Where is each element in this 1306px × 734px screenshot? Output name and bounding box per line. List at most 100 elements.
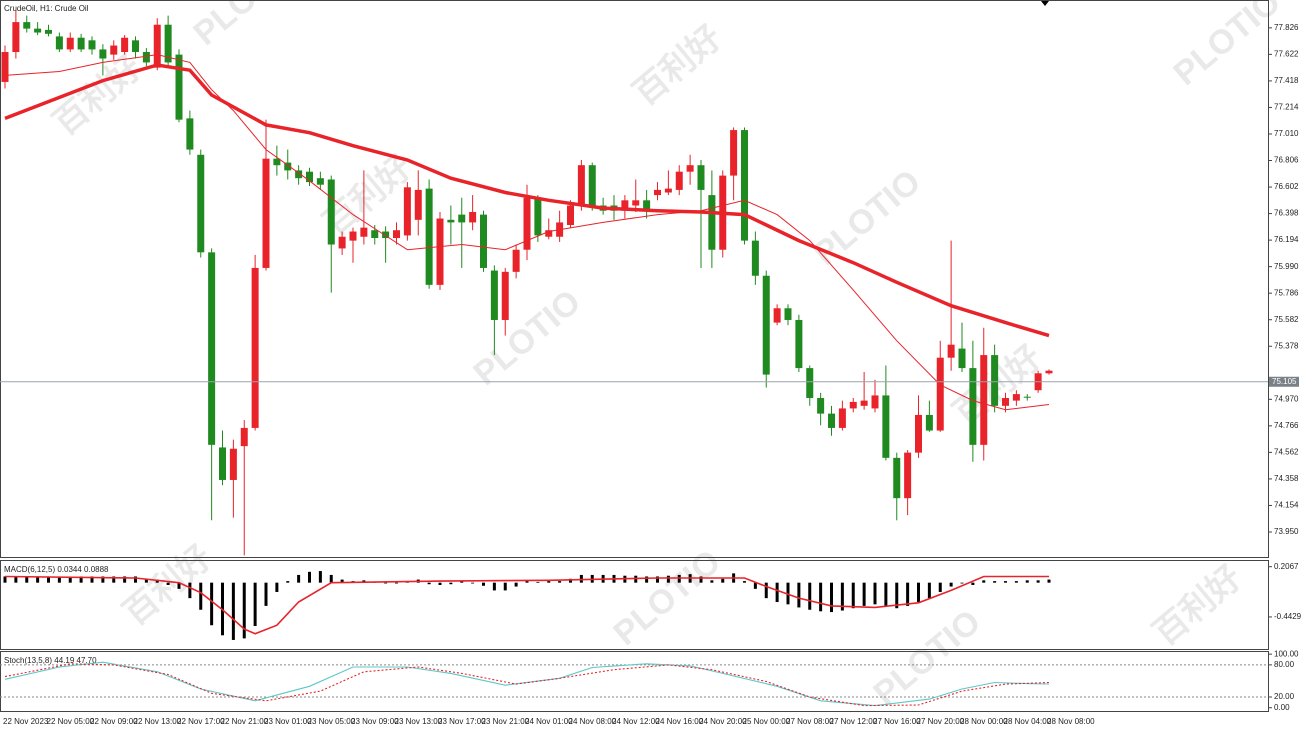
- macd-bar: [57, 576, 61, 583]
- macd-bar: [1025, 580, 1029, 583]
- macd-bar: [536, 581, 540, 583]
- macd-bar: [286, 581, 290, 583]
- candle-body: [382, 231, 390, 239]
- x-tick-label: 24 Nov 08:00: [569, 717, 617, 726]
- x-tick-label: 23 Nov 17:00: [438, 717, 486, 726]
- x-tick-label: 23 Nov 01:00: [264, 717, 312, 726]
- candle-body: [904, 452, 912, 499]
- candle-body: [327, 179, 335, 245]
- macd-bar: [242, 582, 246, 639]
- candle-body: [915, 414, 922, 453]
- indicator-line: [4, 575, 1049, 635]
- macd-bar: [253, 582, 257, 627]
- macd-bar: [656, 576, 659, 583]
- macd-bar: [275, 582, 279, 592]
- candle-body: [208, 252, 216, 445]
- candle-body: [654, 189, 661, 196]
- candle-body: [240, 427, 248, 447]
- macd-bar: [144, 578, 148, 583]
- macd-bar: [906, 582, 910, 606]
- macd-bar: [427, 582, 431, 585]
- macd-bar: [873, 582, 877, 605]
- x-tick-label: 24 Nov 16:00: [656, 717, 704, 726]
- macd-bar: [960, 582, 964, 584]
- candle-body: [947, 344, 955, 358]
- candle-body: [66, 37, 74, 50]
- y-tick-label: 77.622: [1274, 49, 1299, 58]
- candle-body: [762, 275, 770, 375]
- x-tick-label: 25 Nov 00:00: [743, 717, 791, 726]
- candle-body: [414, 189, 422, 220]
- y-tick-label: 74.766: [1274, 421, 1299, 430]
- macd-bar: [340, 579, 344, 583]
- candle-body: [197, 154, 205, 253]
- macd-bar: [47, 576, 50, 583]
- macd-bar: [482, 582, 485, 586]
- x-tick-label: 28 Nov 04:00: [1004, 717, 1052, 726]
- stoch-panel: [0, 651, 1269, 712]
- candle-body: [1023, 396, 1031, 398]
- candle-body: [795, 319, 803, 369]
- candle-body: [121, 37, 129, 53]
- macd-bar: [645, 576, 649, 583]
- x-tick-label: 23 Nov 09:00: [351, 717, 399, 726]
- macd-bar: [514, 582, 518, 587]
- panel-title: Stoch(13,5,8) 44.19 47.70: [4, 656, 97, 665]
- macd-bar: [699, 576, 703, 583]
- macd-bar: [743, 581, 746, 583]
- y-tick-label: 77.418: [1274, 76, 1299, 85]
- candle-body: [262, 158, 270, 268]
- candle-body: [501, 271, 509, 320]
- macd-bar: [1004, 581, 1007, 583]
- macd-bar: [851, 582, 855, 609]
- indicator-line: [4, 663, 1050, 707]
- candle-body: [817, 398, 825, 414]
- y-tick-label: 76.398: [1274, 209, 1299, 218]
- macd-bar: [384, 582, 388, 584]
- macd-bar: [210, 582, 214, 626]
- indicator-line: [4, 54, 1050, 411]
- macd-bar: [993, 581, 997, 583]
- macd-bar: [547, 581, 551, 583]
- candle-body: [730, 130, 738, 176]
- macd-bar: [79, 576, 83, 583]
- candle-body: [991, 355, 999, 406]
- candle-body: [1045, 370, 1053, 374]
- candle-body: [425, 188, 433, 285]
- candle-body: [545, 230, 553, 237]
- macd-panel: [0, 560, 1269, 650]
- macd-bar: [753, 582, 757, 589]
- candle-body: [99, 49, 107, 59]
- candle-body: [893, 457, 901, 499]
- x-tick-label: 22 Nov 13:00: [134, 717, 182, 726]
- macd-bar: [971, 582, 975, 585]
- candle-body: [686, 165, 694, 172]
- candle-body: [273, 158, 281, 166]
- candle-body: [142, 52, 150, 63]
- candle-body: [284, 162, 292, 171]
- macd-bar: [830, 582, 833, 613]
- x-tick-label: 22 Nov 17:00: [177, 717, 225, 726]
- candle-body: [132, 40, 139, 53]
- shift-marker: [1041, 1, 1049, 6]
- x-tick-label: 23 Nov 05:00: [308, 717, 356, 726]
- macd-bar: [862, 582, 866, 606]
- y-tick-label: 0.00: [1274, 703, 1290, 712]
- macd-bar: [112, 576, 116, 583]
- y-tick-label: 75.990: [1274, 262, 1299, 271]
- candle-body: [643, 200, 651, 211]
- indicator-line: [4, 661, 1050, 707]
- macd-bar: [895, 582, 899, 609]
- current-price-box: [1269, 376, 1299, 387]
- candle-body: [55, 36, 63, 50]
- y-tick-label: -0.4429: [1274, 612, 1302, 621]
- candle-body: [1, 52, 9, 82]
- macd-bar: [460, 581, 464, 583]
- y-tick-label: 77.214: [1274, 103, 1299, 112]
- y-tick-label: 74.154: [1274, 501, 1299, 510]
- x-tick-label: 27 Nov 20:00: [917, 717, 965, 726]
- candle-body: [403, 187, 411, 236]
- macd-bar: [579, 574, 583, 583]
- candle-body: [219, 447, 226, 480]
